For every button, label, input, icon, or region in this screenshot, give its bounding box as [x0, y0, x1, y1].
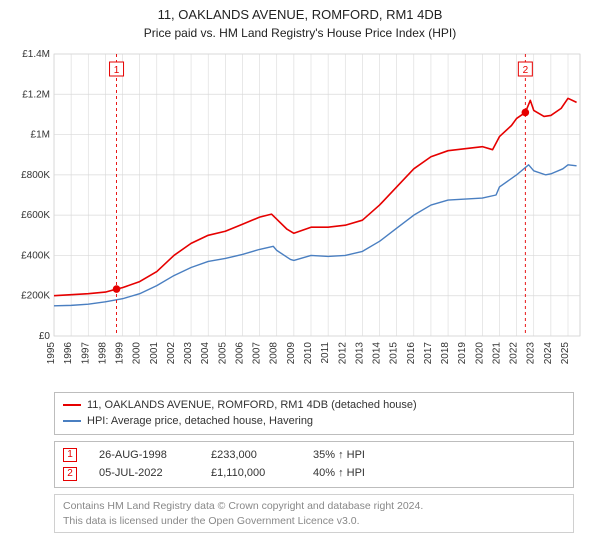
sale-date-1: 26-AUG-1998 [99, 446, 189, 465]
svg-text:2018: 2018 [440, 341, 451, 364]
sale-delta-1: 35% ↑ HPI [313, 446, 403, 465]
legend-row-price: 11, OAKLANDS AVENUE, ROMFORD, RM1 4DB (d… [63, 397, 565, 414]
svg-text:2021: 2021 [491, 341, 502, 364]
svg-text:2017: 2017 [423, 341, 434, 364]
svg-text:£1.4M: £1.4M [22, 49, 50, 60]
svg-text:2024: 2024 [543, 341, 554, 364]
sale-price-2: £1,110,000 [211, 464, 291, 483]
svg-text:£1M: £1M [31, 129, 50, 140]
legend-row-hpi: HPI: Average price, detached house, Have… [63, 413, 565, 430]
svg-text:£800K: £800K [21, 169, 50, 180]
svg-text:2000: 2000 [132, 341, 143, 364]
legend-swatch-hpi [63, 420, 81, 422]
svg-text:2: 2 [523, 65, 529, 76]
svg-text:2001: 2001 [149, 341, 160, 364]
svg-text:£0: £0 [39, 331, 51, 342]
sale-index-2: 2 [63, 467, 77, 481]
svg-text:2005: 2005 [217, 341, 228, 364]
chart-subtitle: Price paid vs. HM Land Registry's House … [8, 26, 592, 40]
svg-text:2003: 2003 [183, 341, 194, 364]
svg-text:2019: 2019 [457, 341, 468, 364]
chart-title: 11, OAKLANDS AVENUE, ROMFORD, RM1 4DB [8, 6, 592, 24]
svg-text:2010: 2010 [303, 341, 314, 364]
svg-text:2014: 2014 [372, 341, 383, 364]
svg-text:2007: 2007 [252, 341, 263, 364]
sale-row-1: 1 26-AUG-1998 £233,000 35% ↑ HPI [63, 446, 565, 465]
svg-text:£600K: £600K [21, 210, 50, 221]
svg-text:2022: 2022 [509, 341, 520, 364]
svg-text:2012: 2012 [337, 341, 348, 364]
svg-text:2023: 2023 [526, 341, 537, 364]
license-line-1: Contains HM Land Registry data © Crown c… [63, 499, 565, 514]
svg-text:2008: 2008 [269, 341, 280, 364]
legend-label-price: 11, OAKLANDS AVENUE, ROMFORD, RM1 4DB (d… [87, 397, 417, 414]
svg-text:1996: 1996 [63, 341, 74, 364]
sale-delta-2: 40% ↑ HPI [313, 464, 403, 483]
svg-text:1999: 1999 [115, 341, 126, 364]
legend: 11, OAKLANDS AVENUE, ROMFORD, RM1 4DB (d… [54, 392, 574, 435]
svg-text:2025: 2025 [560, 341, 571, 364]
sale-price-1: £233,000 [211, 446, 291, 465]
svg-text:1995: 1995 [46, 341, 57, 364]
svg-text:2009: 2009 [286, 341, 297, 364]
svg-text:2002: 2002 [166, 341, 177, 364]
svg-text:2011: 2011 [320, 341, 331, 363]
sale-row-2: 2 05-JUL-2022 £1,110,000 40% ↑ HPI [63, 464, 565, 483]
svg-text:2020: 2020 [474, 341, 485, 364]
svg-text:£400K: £400K [21, 250, 50, 261]
svg-text:1997: 1997 [80, 341, 91, 364]
license: Contains HM Land Registry data © Crown c… [54, 494, 574, 533]
svg-text:2015: 2015 [389, 341, 400, 364]
svg-text:2016: 2016 [406, 341, 417, 364]
legend-label-hpi: HPI: Average price, detached house, Have… [87, 413, 313, 430]
svg-text:1998: 1998 [97, 341, 108, 364]
svg-text:£1.2M: £1.2M [22, 89, 50, 100]
svg-text:2006: 2006 [234, 341, 245, 364]
svg-text:£200K: £200K [21, 290, 50, 301]
license-line-2: This data is licensed under the Open Gov… [63, 514, 565, 529]
svg-text:2004: 2004 [200, 341, 211, 364]
sale-index-1: 1 [63, 448, 77, 462]
svg-text:1: 1 [114, 65, 120, 76]
legend-swatch-price [63, 404, 81, 406]
price-chart: £0 £200K £400K £600K £800K £1M £1.2M £1.4M 1995 1… [8, 46, 592, 386]
sale-date-2: 05-JUL-2022 [99, 464, 189, 483]
svg-text:2013: 2013 [354, 341, 365, 364]
sales-table: 1 26-AUG-1998 £233,000 35% ↑ HPI 2 05-JU… [54, 441, 574, 488]
